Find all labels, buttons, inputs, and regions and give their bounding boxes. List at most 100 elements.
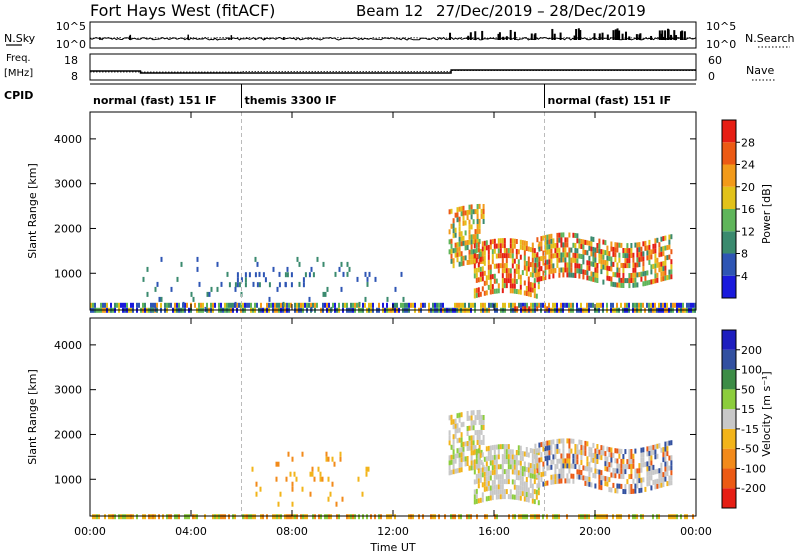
- range-gate-cell: [550, 444, 553, 450]
- range-gate-cell: [660, 276, 663, 282]
- range-gate-cell: [582, 465, 585, 471]
- y-tick-label: 2000: [54, 428, 82, 441]
- range-gate-cell: [485, 290, 488, 296]
- range-gate-cell: [365, 471, 368, 477]
- range-gate-cell: [503, 248, 506, 254]
- range-gate-cell: [560, 453, 563, 459]
- noise-spike: [230, 35, 233, 40]
- range-gate-cell: [293, 471, 296, 477]
- range-gate-cell: [610, 472, 613, 478]
- range-gate-cell: [546, 450, 549, 456]
- range-gate-cell: [520, 514, 522, 520]
- range-gate-cell: [568, 453, 571, 459]
- range-gate-cell: [521, 240, 524, 246]
- y-tick-label: 1000: [54, 473, 82, 486]
- range-gate-cell: [503, 494, 506, 500]
- range-gate-cell: [280, 302, 282, 308]
- range-gate-cell: [240, 277, 243, 283]
- range-gate-cell: [166, 514, 168, 520]
- range-gate-cell: [462, 421, 465, 427]
- range-gate-cell: [670, 460, 673, 466]
- range-gate-cell: [546, 234, 549, 240]
- range-gate-cell: [642, 302, 644, 308]
- range-gate-cell: [668, 455, 671, 461]
- range-gate-cell: [630, 278, 633, 283]
- range-gate-cell: [460, 241, 463, 247]
- range-gate-cell: [286, 514, 288, 520]
- range-gate-cell: [664, 275, 667, 281]
- range-gate-cell: [558, 247, 561, 253]
- range-gate-cell: [578, 268, 581, 274]
- range-gate-cell: [652, 514, 654, 520]
- range-gate-cell: [480, 414, 483, 420]
- range-gate-cell: [610, 256, 613, 262]
- range-gate-cell: [479, 266, 482, 272]
- range-gate-cell: [606, 446, 609, 452]
- range-gate-cell: [456, 242, 459, 248]
- range-gate-cell: [542, 514, 544, 520]
- range-gate-cell: [454, 232, 457, 238]
- range-gate-cell: [277, 461, 280, 467]
- range-gate-cell: [538, 442, 541, 448]
- x-tick-label: 04:00: [175, 525, 207, 538]
- range-gate-cell: [574, 464, 577, 469]
- range-gate-cell: [537, 284, 540, 290]
- range-gate-cell: [386, 296, 389, 302]
- range-gate-cell: [456, 468, 459, 474]
- range-gate-cell: [482, 259, 485, 264]
- range-gate-cell: [408, 514, 410, 520]
- range-gate-cell: [514, 306, 517, 312]
- range-gate-cell: [158, 296, 161, 302]
- range-gate-cell: [654, 258, 657, 264]
- range-gate-cell: [521, 486, 524, 492]
- range-gate-cell: [472, 420, 475, 426]
- range-gate-cell: [285, 476, 288, 482]
- range-gate-cell: [586, 260, 589, 266]
- range-gate-cell: [636, 262, 639, 268]
- range-gate-cell: [517, 259, 520, 265]
- range-gate-cell: [509, 253, 512, 259]
- range-gate-cell: [574, 459, 577, 464]
- range-gate-cell: [154, 306, 157, 312]
- noise-spike: [612, 30, 615, 40]
- colorbar-tick-label: 50: [741, 383, 755, 396]
- range-gate-cell: [525, 286, 528, 291]
- range-gate-cell: [452, 514, 454, 520]
- range-gate-cell: [452, 434, 455, 440]
- range-gate-cell: [284, 302, 286, 308]
- range-gate-cell: [495, 469, 498, 475]
- range-gate-cell: [462, 210, 465, 216]
- noise-spike: [616, 28, 619, 40]
- range-gate-cell: [525, 452, 528, 457]
- range-gate-cell: [476, 430, 479, 435]
- range-gate-cell: [218, 514, 220, 520]
- range-gate-cell: [515, 455, 518, 460]
- range-gate-cell: [525, 246, 528, 251]
- range-gate-cell: [370, 514, 372, 520]
- range-gate-cell: [626, 253, 629, 259]
- range-gate-cell: [562, 453, 565, 459]
- range-gate-cell: [560, 458, 563, 464]
- range-gate-cell: [600, 450, 603, 456]
- range-gate-cell: [516, 306, 519, 312]
- range-gate-cell: [602, 302, 604, 308]
- range-gate-cell: [546, 480, 549, 486]
- range-gate-cell: [634, 302, 636, 308]
- range-gate-cell: [596, 302, 598, 308]
- range-gate-cell: [562, 463, 565, 469]
- range-gate-cell: [202, 302, 204, 308]
- range-gate-cell: [333, 461, 336, 467]
- x-axis: 00:00 04:00 08:00 12:00 16:00 20:00 00:00: [74, 112, 712, 538]
- range-gate-cell: [302, 282, 305, 288]
- range-gate-cell: [483, 260, 486, 266]
- range-gate-cell: [132, 514, 134, 520]
- range-gate-cell: [472, 410, 475, 416]
- range-gate-cell: [242, 514, 244, 520]
- range-gate-cell: [450, 253, 453, 259]
- range-gate-cell: [206, 291, 209, 297]
- range-gate-cell: [521, 481, 524, 487]
- range-gate-cell: [558, 473, 561, 479]
- range-gate-cell: [356, 276, 359, 282]
- range-gate-cell: [564, 478, 567, 484]
- range-gate-cell: [598, 484, 601, 490]
